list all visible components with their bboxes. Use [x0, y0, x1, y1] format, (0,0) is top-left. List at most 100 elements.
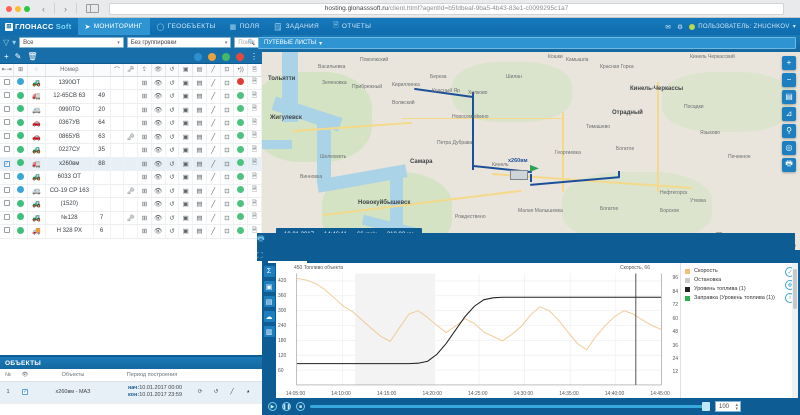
playback-slider[interactable]: [310, 402, 710, 411]
row-action-6-icon[interactable]: ⊡: [220, 89, 235, 104]
visibility-checkbox[interactable]: ✓: [16, 381, 34, 404]
row-headset-icon[interactable]: [110, 211, 125, 225]
mail-icon[interactable]: ✉: [665, 23, 672, 31]
row-action-4-icon[interactable]: ▤: [192, 103, 207, 117]
row-checkbox[interactable]: [0, 197, 15, 212]
row-doc-icon[interactable]: 🗎: [247, 211, 262, 225]
table-row[interactable]: 🚗 0865УВ 63 🗝 ⊞ 👁 ↺ ▣ ▤ ╱ ⊡ 🗎: [0, 130, 262, 144]
row-action-1-icon[interactable]: 👁: [151, 197, 166, 212]
row-action-4-icon[interactable]: ▤: [192, 116, 207, 131]
zoom-in-button[interactable]: +: [782, 55, 796, 70]
table-row[interactable]: 🚜 6033 ОТ ⊞ 👁 ↺ ▣ ▤ ╱ ⊡ 🗎: [0, 170, 262, 185]
row-action-2-icon[interactable]: ↺: [165, 224, 180, 239]
row-action-3-icon[interactable]: ▣: [178, 143, 194, 158]
row-doc-icon[interactable]: 🗎: [247, 170, 262, 185]
table-row[interactable]: 🚐 0990ТО 20 ⊞ 👁 ↺ ▣ ▤ ╱ ⊡ 🗎: [0, 103, 262, 117]
row-key-icon[interactable]: [123, 170, 139, 185]
row-key-icon[interactable]: [123, 197, 139, 212]
row-checkbox[interactable]: [0, 211, 15, 225]
row-action-6-icon[interactable]: ⊡: [220, 170, 235, 185]
status-filter-blue-button[interactable]: [194, 52, 202, 61]
row-action-6-icon[interactable]: ⊡: [220, 103, 235, 117]
row-action-3-icon[interactable]: ▣: [178, 184, 194, 198]
row-action-1-icon[interactable]: 👁: [151, 103, 166, 117]
row-checkbox[interactable]: [0, 130, 15, 144]
row-headset-icon[interactable]: [110, 157, 125, 171]
row-action-6-icon[interactable]: ⊡: [220, 116, 235, 131]
status-filter-red-button[interactable]: [236, 52, 244, 61]
row-action-0-icon[interactable]: ⊞: [137, 184, 152, 198]
row-action-4-icon[interactable]: ▤: [192, 184, 207, 198]
row-action-4-icon[interactable]: ▤: [192, 157, 207, 171]
edit-button[interactable]: ✎: [14, 52, 22, 61]
sigma-icon[interactable]: Σ: [263, 266, 275, 278]
row-action-6-icon[interactable]: ⊡: [220, 211, 235, 225]
chevron-down-icon[interactable]: ▾: [12, 38, 17, 47]
row-headset-icon[interactable]: [110, 224, 125, 239]
row-action-0-icon[interactable]: ⊞: [137, 76, 152, 90]
row-action-2-icon[interactable]: ↺: [165, 76, 180, 90]
row-action-0-icon[interactable]: ⊞: [137, 143, 152, 158]
row-key-icon[interactable]: [123, 89, 139, 104]
nav-item-tasks[interactable]: 🗒 ЗАДАНИЯ: [266, 18, 326, 35]
row-action-1-icon[interactable]: 👁: [151, 116, 166, 131]
row-action-2-icon[interactable]: ↺: [165, 143, 180, 158]
row-action-5-icon[interactable]: ╱: [206, 197, 221, 212]
row-action-3-icon[interactable]: ▣: [178, 130, 194, 144]
row-key-icon[interactable]: [123, 143, 139, 158]
row-action-5-icon[interactable]: ╱: [206, 170, 221, 185]
row-doc-icon[interactable]: 🗎: [247, 103, 262, 117]
search-input[interactable]: Поиск 🔍: [234, 37, 259, 48]
row-doc-icon[interactable]: 🗎: [247, 157, 262, 171]
ruler-icon[interactable]: ⊿: [782, 106, 796, 121]
grouping-select[interactable]: Без группировки ▾: [126, 37, 232, 48]
chart-icon[interactable]: ◕: [240, 381, 256, 404]
row-action-1-icon[interactable]: 👁: [151, 157, 166, 171]
row-action-4-icon[interactable]: ▤: [192, 224, 207, 239]
row-headset-icon[interactable]: [110, 184, 125, 198]
row-headset-icon[interactable]: [110, 170, 125, 185]
table-row[interactable]: 🚚 Н 328 РХ 6 ⊞ 👁 ↺ ▣ ▤ ╱ ⊡ 🗎: [0, 224, 262, 239]
save-icon[interactable]: ▣: [263, 281, 275, 293]
row-action-5-icon[interactable]: ╱: [206, 184, 221, 198]
row-action-1-icon[interactable]: 👁: [151, 184, 166, 198]
export-icon[interactable]: ▤: [263, 296, 275, 308]
row-headset-icon[interactable]: [110, 197, 125, 212]
nav-item-geoobjects[interactable]: ◯ ГЕООБЪЕКТЫ: [150, 18, 223, 35]
row-key-icon[interactable]: 🗝: [123, 184, 139, 198]
refresh-icon[interactable]: ⟳: [192, 381, 208, 404]
row-action-6-icon[interactable]: ⊡: [220, 224, 235, 239]
row-action-2-icon[interactable]: ↺: [165, 130, 180, 144]
back-icon[interactable]: ‹: [42, 3, 45, 14]
row-action-2-icon[interactable]: ↺: [165, 103, 180, 117]
map-canvas[interactable]: Васильевка Тольятти Зеленовка Поволжский При…: [262, 51, 800, 251]
table-row[interactable]: 🚛 12-65СВ 63 49 ⊞ 👁 ↺ ▣ ▤ ╱ ⊡ 🗎: [0, 89, 262, 104]
row-action-5-icon[interactable]: ╱: [206, 211, 221, 225]
user-menu[interactable]: ПОЛЬЗОВАТЕЛЬ: ZHUCHKOV ▾: [689, 23, 796, 30]
row-checkbox[interactable]: [0, 116, 15, 131]
slider-handle[interactable]: [702, 402, 710, 411]
row-action-5-icon[interactable]: ╱: [206, 224, 221, 239]
app-logo[interactable]: ⊞ ГЛОНАСС Soft: [0, 22, 78, 31]
row-action-1-icon[interactable]: 👁: [151, 89, 166, 104]
history-icon[interactable]: ↺: [208, 381, 224, 404]
row-action-1-icon[interactable]: 👁: [151, 170, 166, 185]
row-action-0-icon[interactable]: ⊞: [137, 170, 152, 185]
close-window-button[interactable]: [6, 5, 12, 12]
row-checkbox[interactable]: [0, 76, 15, 90]
gear-icon[interactable]: ⚙: [677, 23, 684, 31]
row-action-1-icon[interactable]: 👁: [151, 143, 166, 158]
row-action-0-icon[interactable]: ⊞: [137, 224, 152, 239]
row-headset-icon[interactable]: [110, 89, 125, 104]
row-action-1-icon[interactable]: 👁: [151, 211, 166, 225]
row-key-icon[interactable]: 🗝: [123, 130, 139, 144]
row-action-2-icon[interactable]: ↺: [165, 197, 180, 212]
forward-icon[interactable]: ›: [64, 3, 67, 14]
zoom-out-button[interactable]: −: [782, 72, 796, 87]
minimize-window-button[interactable]: [15, 5, 21, 12]
row-action-4-icon[interactable]: ▤: [192, 211, 207, 225]
row-action-5-icon[interactable]: ╱: [206, 76, 221, 90]
nav-item-monitoring[interactable]: ➤ МОНИТОРИНГ: [77, 18, 150, 35]
legend-item[interactable]: Остановка: [685, 277, 794, 283]
row-action-4-icon[interactable]: ▤: [192, 76, 207, 90]
